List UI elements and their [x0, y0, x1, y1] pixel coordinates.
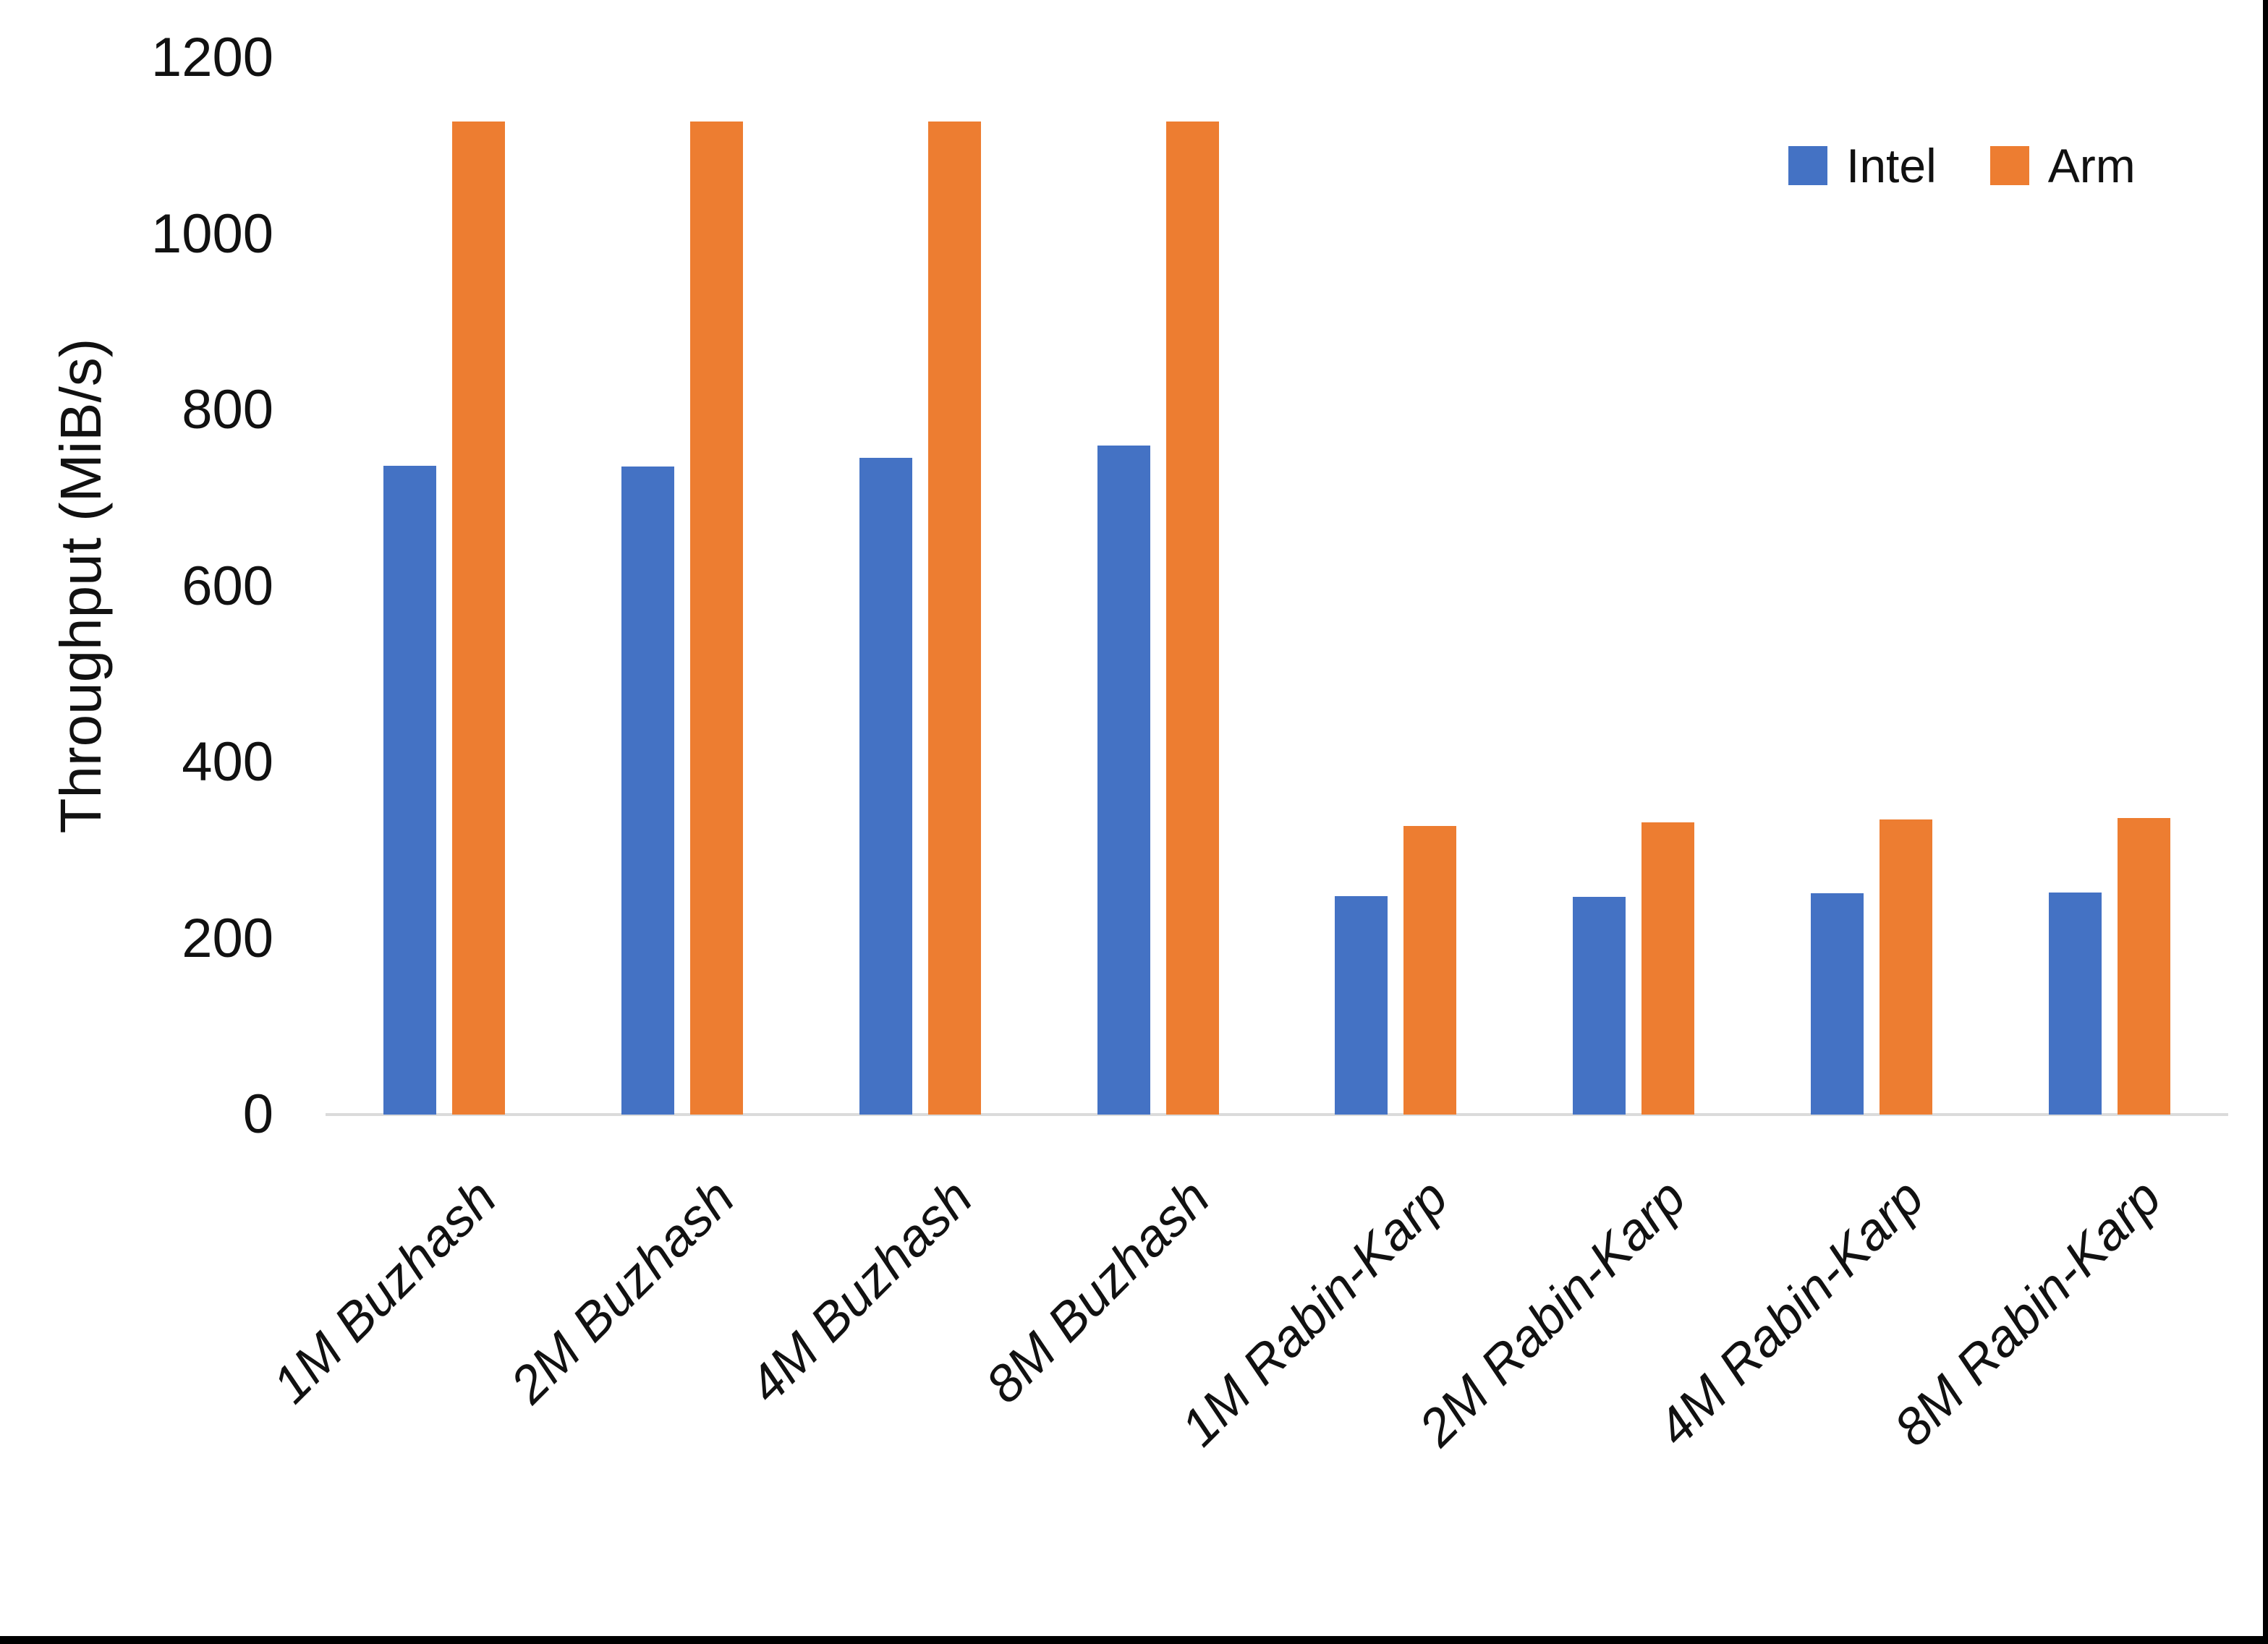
x-axis-line: [326, 1113, 2228, 1116]
y-tick-label-600: 600: [182, 555, 273, 617]
category-label-4m-buzhash: 4M Buzhash: [737, 1168, 984, 1415]
bar-arm-8m-rabin-karp: [2118, 818, 2170, 1115]
y-tick-label-0: 0: [242, 1083, 273, 1145]
bar-arm-8m-buzhash: [1166, 122, 1219, 1115]
bar-arm-2m-buzhash: [690, 122, 743, 1115]
bar-intel-1m-rabin-karp: [1335, 896, 1388, 1115]
legend-swatch-intel: [1788, 146, 1827, 185]
y-tick-label-1200: 1200: [150, 27, 273, 88]
bar-arm-4m-rabin-karp: [1880, 819, 1932, 1115]
bar-intel-8m-rabin-karp: [2049, 893, 2102, 1115]
y-tick-label-200: 200: [182, 907, 273, 969]
bar-arm-4m-buzhash: [928, 122, 981, 1115]
y-tick-label-400: 400: [182, 731, 273, 793]
bar-intel-2m-rabin-karp: [1573, 897, 1626, 1115]
legend-item-arm: Arm: [1989, 139, 2136, 192]
bar-arm-2m-rabin-karp: [1641, 822, 1694, 1115]
legend-label-intel: Intel: [1846, 139, 1937, 192]
bar-intel-1m-buzhash: [383, 466, 436, 1115]
y-tick-label-800: 800: [182, 379, 273, 440]
legend-swatch-arm: [1989, 146, 2029, 185]
legend: Intel Arm: [1788, 142, 2136, 189]
category-label-1m-buzhash: 1M Buzhash: [262, 1168, 508, 1415]
bar-arm-1m-rabin-karp: [1403, 826, 1456, 1115]
bar-arm-1m-buzhash: [452, 122, 505, 1115]
legend-label-arm: Arm: [2047, 139, 2136, 192]
bar-intel-2m-buzhash: [621, 467, 674, 1115]
y-axis-title: Throughput (MiB/s): [48, 338, 113, 834]
bar-intel-4m-buzhash: [859, 458, 912, 1115]
bar-intel-8m-buzhash: [1097, 446, 1150, 1115]
category-label-8m-buzhash: 8M Buzhash: [975, 1168, 1221, 1415]
bottom-frame-edge: [0, 1636, 2268, 1644]
legend-item-intel: Intel: [1788, 142, 1937, 189]
bar-intel-4m-rabin-karp: [1811, 893, 1864, 1115]
right-frame-edge: [2263, 0, 2268, 1644]
y-tick-label-1000: 1000: [150, 203, 273, 265]
category-label-2m-buzhash: 2M Buzhash: [499, 1168, 746, 1415]
